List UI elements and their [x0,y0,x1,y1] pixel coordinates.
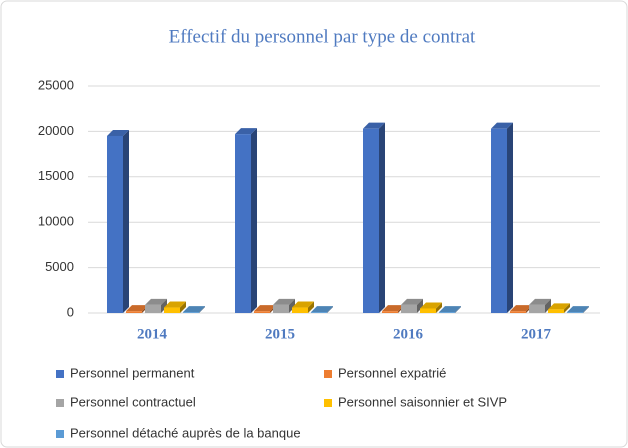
bar-top [126,305,148,312]
legend-label: Personnel permanent [70,365,195,380]
legend-swatch [56,370,64,378]
y-tick-label: 0 [67,304,74,319]
bar-top [567,306,589,313]
bar [439,312,455,313]
bar-side [327,306,333,313]
bar-top [107,129,129,136]
bar-side [545,298,551,313]
x-tick-label: 2015 [265,326,295,342]
bar-side [180,301,186,313]
legend-swatch [56,399,64,407]
bar-top [311,306,333,313]
bar [126,311,142,313]
x-tick-label: 2016 [393,326,424,342]
y-tick-label: 20000 [38,123,74,138]
legend-swatch [56,430,64,438]
bar [273,304,289,313]
y-tick-label: 25000 [38,77,74,92]
legend-label: Personnel détaché auprès de la banque [70,425,301,440]
bar [311,312,327,313]
bar-side [199,306,205,313]
legend-swatch [324,399,332,407]
bar-top [510,305,532,312]
bar-side [417,298,423,313]
bar-top [254,305,276,312]
x-tick-label: 2017 [521,326,552,342]
bar-side [308,301,314,313]
bar-side [436,302,442,313]
bar-top [529,298,551,305]
bar [183,312,199,313]
bar-side [251,128,257,313]
bar-top [548,303,570,310]
bar-top [420,302,442,309]
bar-side [507,122,513,314]
bar-top [439,306,461,313]
y-tick-label: 10000 [38,214,74,229]
bar-side [161,298,167,313]
y-tick-label: 5000 [45,259,74,274]
bar-top [401,298,423,305]
bar-top [292,301,314,308]
bar [491,128,507,313]
bar [254,311,270,313]
bar [548,309,564,313]
bar [235,134,251,313]
legend-swatch [324,370,332,378]
bar-side [455,306,461,313]
bar-side [289,298,295,313]
bar [164,307,180,313]
bar [510,311,526,313]
bar-side [379,122,385,314]
bar [529,304,545,313]
bar-top [491,122,513,129]
bar [382,311,398,313]
bar [420,308,436,313]
bar [401,304,417,313]
bar-side [123,129,129,313]
bar [363,128,379,313]
bar [567,312,583,313]
bar [145,304,161,313]
bar-side [564,303,570,313]
x-tick-label: 2014 [137,326,168,342]
bar-top [164,301,186,308]
legend-label: Personnel saisonnier et SIVP [338,394,507,409]
bar-side [583,306,589,313]
bar-top [363,122,385,129]
legend-label: Personnel expatrié [338,365,446,380]
chart-title: Effectif du personnel par type de contra… [169,26,476,47]
bar-top [235,128,257,135]
bar-top [382,305,404,312]
legend-label: Personnel contractuel [70,394,196,409]
y-tick-label: 15000 [38,168,74,183]
bar-top [273,298,295,305]
bar-top [183,306,205,313]
bar-top [145,298,167,305]
bar [292,307,308,313]
bar [107,135,123,313]
